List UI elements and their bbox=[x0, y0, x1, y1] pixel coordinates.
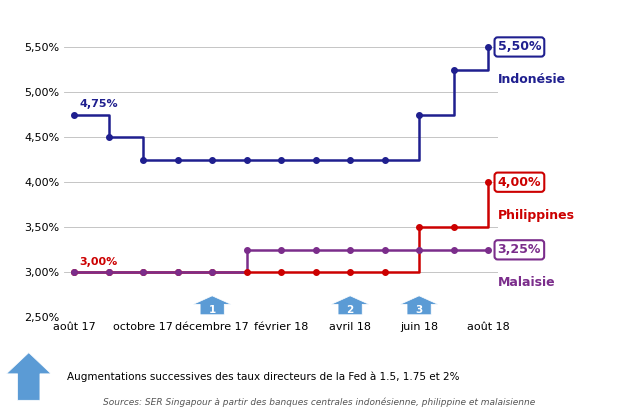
Text: Sources: SER Singapour à partir des banques centrales indonésienne, philippine e: Sources: SER Singapour à partir des banq… bbox=[104, 398, 535, 407]
Text: Augmentations successives des taux directeurs de la Fed à 1.5, 1.75 et 2%: Augmentations successives des taux direc… bbox=[67, 371, 459, 382]
Polygon shape bbox=[400, 296, 438, 315]
Polygon shape bbox=[193, 296, 231, 315]
Text: 3,00%: 3,00% bbox=[79, 257, 118, 267]
Text: 4,00%: 4,00% bbox=[498, 176, 541, 189]
Text: 3: 3 bbox=[415, 304, 423, 315]
Text: Philippines: Philippines bbox=[498, 209, 574, 222]
Text: Indonésie: Indonésie bbox=[498, 73, 566, 86]
Text: 4,75%: 4,75% bbox=[79, 99, 118, 109]
Polygon shape bbox=[6, 352, 51, 400]
Text: 5,50%: 5,50% bbox=[498, 40, 541, 53]
Polygon shape bbox=[331, 296, 369, 315]
Text: 1: 1 bbox=[208, 304, 216, 315]
Text: 3,25%: 3,25% bbox=[498, 243, 541, 256]
Text: Malaisie: Malaisie bbox=[498, 276, 555, 289]
Text: 2: 2 bbox=[346, 304, 354, 315]
